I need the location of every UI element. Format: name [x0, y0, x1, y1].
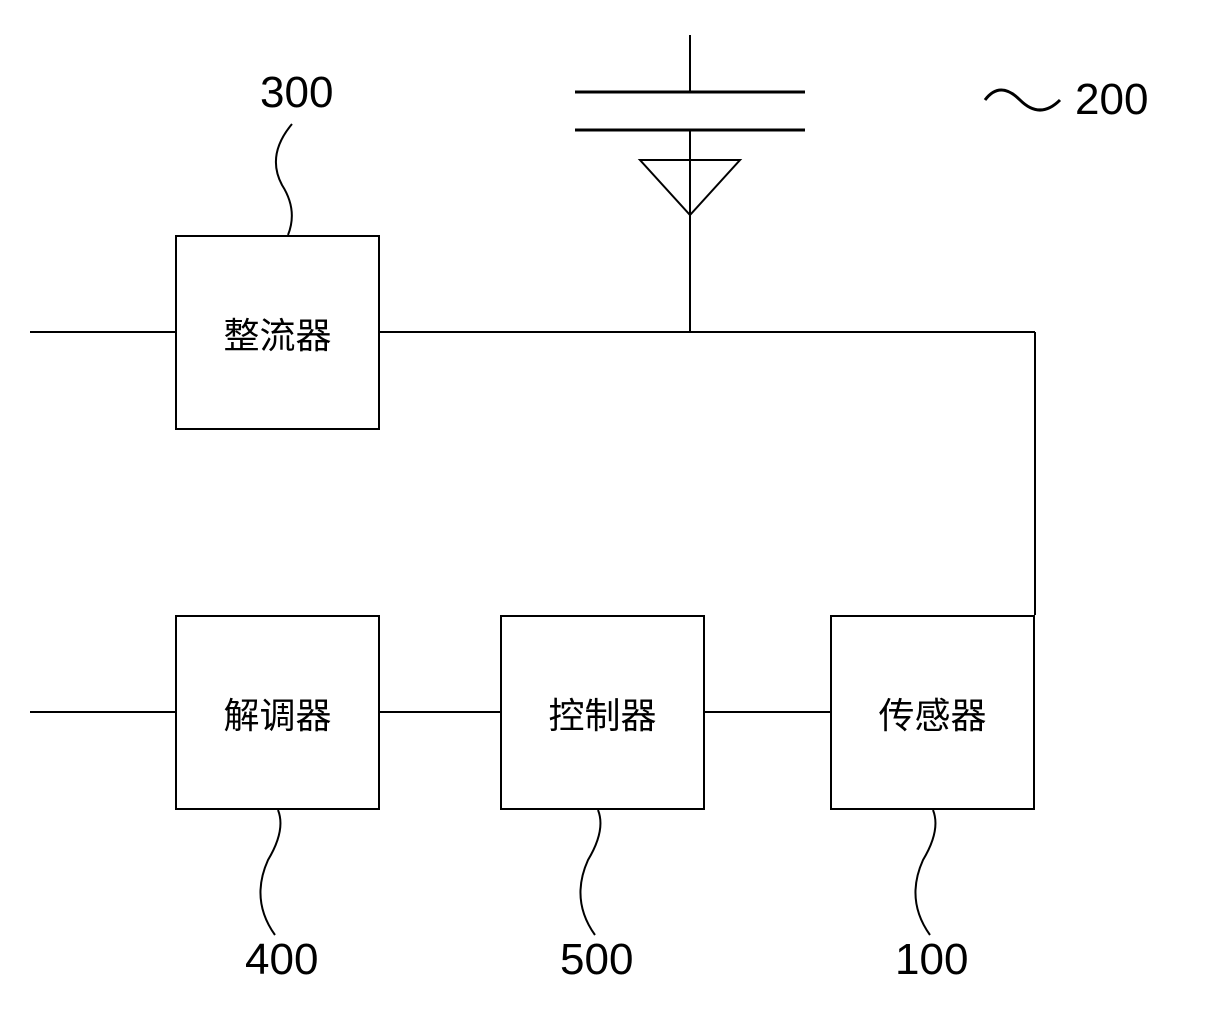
diagram-wires — [0, 0, 1232, 1017]
sensor-label: 传感器 — [878, 687, 986, 739]
ref-200: 200 — [1075, 75, 1148, 125]
leader-200-tilde — [985, 90, 1060, 110]
rectifier-block: 整流器 — [175, 235, 380, 430]
ref-300: 300 — [260, 68, 333, 118]
rectifier-label: 整流器 — [223, 307, 331, 359]
ref-500: 500 — [560, 935, 633, 985]
controller-block: 控制器 — [500, 615, 705, 810]
leader-400 — [260, 810, 280, 935]
sensor-block: 传感器 — [830, 615, 1035, 810]
ref-400: 400 — [245, 935, 318, 985]
controller-label: 控制器 — [548, 687, 656, 739]
leader-500 — [580, 810, 600, 935]
leader-100 — [915, 810, 935, 935]
ref-100: 100 — [895, 935, 968, 985]
demodulator-label: 解调器 — [223, 687, 331, 739]
demodulator-block: 解调器 — [175, 615, 380, 810]
block-diagram: 整流器 解调器 控制器 传感器 300 200 400 500 100 — [0, 0, 1232, 1017]
leader-300 — [276, 124, 292, 235]
